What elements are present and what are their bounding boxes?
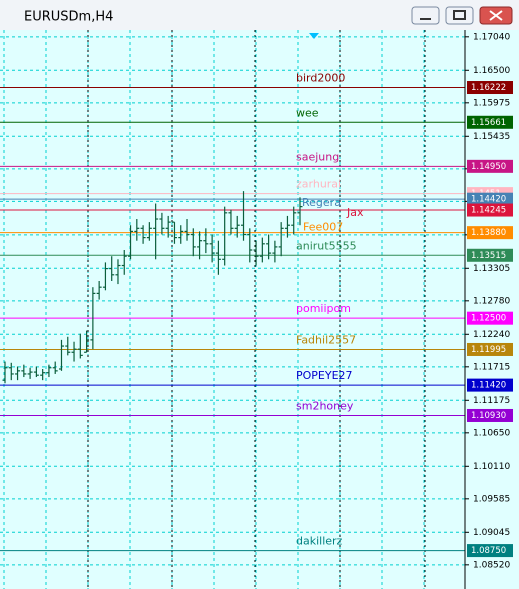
level-label: Fadhil2557: [296, 333, 356, 346]
level-label: zarhurai: [296, 178, 341, 191]
level-label: dakillerz: [296, 535, 343, 548]
y-tick-label: 1.10650: [473, 428, 510, 438]
minimize-button[interactable]: [411, 6, 440, 25]
level-price-box: [467, 159, 513, 173]
y-tick-label: 1.15435: [473, 132, 510, 142]
y-tick-label: 1.13305: [473, 264, 510, 274]
y-tick-label: 1.08520: [473, 560, 510, 570]
maximize-button[interactable]: [445, 6, 474, 25]
level-label: anirut5555: [296, 239, 357, 252]
y-tick-label: 1.17040: [473, 32, 510, 42]
level-label: Regera: [302, 196, 341, 209]
y-tick-label: 1.16500: [473, 66, 510, 76]
level-price-label: 1.14245: [471, 206, 506, 216]
level-price-label: 1.14950: [471, 162, 506, 172]
level-price-label: 1.11995: [471, 345, 506, 355]
level-label: POPEYE27: [296, 369, 353, 382]
y-tick-label: 1.10110: [473, 462, 510, 472]
level-price-label: 1.15661: [471, 118, 506, 128]
level-price-label: 1.10930: [471, 411, 506, 421]
level-label: wee: [296, 106, 319, 119]
level-price-label: 1.11420: [471, 381, 506, 391]
level-price-box: [467, 248, 513, 262]
y-tick-label: 1.11715: [473, 362, 510, 372]
window-title: EURUSDm,H4: [24, 10, 113, 25]
y-tick-label: 1.09585: [473, 494, 510, 504]
level-price-box: [467, 226, 513, 240]
level-price-label: 1.13515: [471, 251, 506, 261]
level-label: sm2honey: [296, 399, 354, 412]
y-tick-label: 1.09045: [473, 528, 510, 538]
level-price-label: 1.13880: [471, 228, 506, 238]
level-price-box: [467, 544, 513, 558]
level-price-box: [467, 342, 513, 356]
level-price-box: [467, 311, 513, 325]
level-label: bird2000: [296, 72, 345, 85]
level-price-box: [467, 81, 513, 95]
level-label: Fee007: [303, 221, 343, 234]
level-label: pomiipom: [296, 302, 351, 315]
level-price-label: 1.16222: [471, 83, 506, 93]
level-price-box: [467, 192, 513, 206]
level-price-label: 1.14420: [471, 195, 506, 205]
level-price-box: [467, 203, 513, 217]
level-price-box: [467, 378, 513, 392]
y-tick-label: 1.15975: [473, 98, 510, 108]
close-button[interactable]: [479, 6, 513, 25]
y-tick-label: 1.12780: [473, 296, 510, 306]
bid-marker: [309, 33, 319, 39]
level-price-label: 1.12500: [471, 314, 506, 324]
level-price-box: [467, 408, 513, 422]
y-tick-label: 1.11175: [473, 396, 510, 406]
level-price-box: [467, 115, 513, 129]
level-label: saejung: [296, 150, 339, 163]
level-price-label: 1.08750: [471, 546, 506, 556]
y-tick-label: 1.12240: [473, 330, 510, 340]
level-label: Jax: [346, 206, 364, 219]
